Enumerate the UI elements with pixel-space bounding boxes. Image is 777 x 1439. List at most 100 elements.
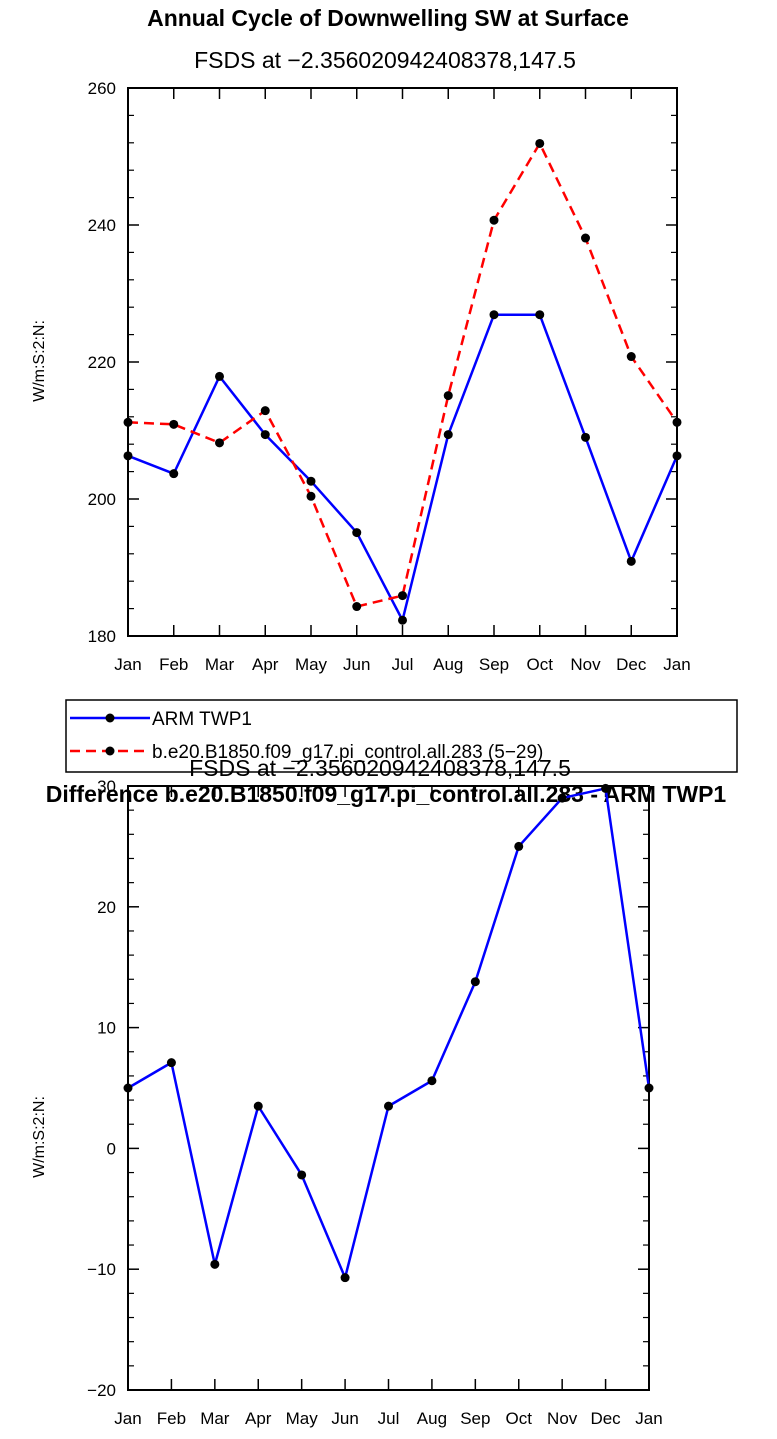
- chart1-series-1-point: [123, 417, 133, 427]
- chart1-series-1-point: [260, 406, 270, 416]
- chart1-y-tick-label: 200: [88, 490, 116, 509]
- chart2-x-tick-label: Jul: [378, 1409, 400, 1428]
- chart1-series-line-1: [127, 142, 679, 608]
- chart2-frame: [127, 785, 650, 1391]
- chart1-x-tick-label: Oct: [527, 655, 554, 674]
- chart2-x-tick-labels: Jan Feb Mar Apr May Jun Jul Aug Sep Oct Nov Dec Jan: [114, 1409, 662, 1428]
- chart1-series-1-point: [626, 352, 636, 362]
- chart1-subtitle: FSDS at −2.356020942408378,147.5: [194, 47, 576, 73]
- chart1-series-1-point: [169, 419, 179, 429]
- chart1-legend: ARM TWP1 b.e20.B1850.f09_g17.pi_control.…: [65, 699, 738, 773]
- chart2-x-tick-label: Mar: [200, 1409, 230, 1428]
- chart1-series-line-0: [127, 313, 679, 622]
- chart2-series-0-point: [253, 1101, 263, 1111]
- chart1-y-tick-label: 180: [88, 627, 116, 646]
- chart2-y-tick-label: 20: [97, 898, 116, 917]
- chart1-series-1-point: [581, 233, 590, 243]
- panel-annual-cycle: Annual Cycle of Downwelling SW at Surfac…: [31, 5, 738, 773]
- chart2-series-0-point: [601, 783, 611, 793]
- chart2-x-tick-label: Apr: [245, 1409, 272, 1428]
- chart2-ylabel: W/m:S:2:N:: [31, 1096, 48, 1178]
- legend-label-model: b.e20.B1850.f09_g17.pi_control.all.283 (…: [152, 742, 543, 763]
- chart2-series-0-point: [340, 1273, 350, 1283]
- chart2-y-tick-label: 0: [107, 1139, 116, 1158]
- chart1-y-tick-label: 260: [88, 79, 116, 98]
- chart1-series-0-point: [352, 528, 362, 538]
- chart2-subtitle: FSDS at −2.356020942408378,147.5: [189, 755, 571, 781]
- chart1-series-0-point: [398, 615, 407, 625]
- chart1-y-tick-labels: 180 200 220 240 260: [88, 79, 116, 646]
- chart2-series-0-point: [166, 1058, 176, 1068]
- chart2-title: Difference b.e20.B1850.f09_g17.pi_contro…: [46, 781, 727, 807]
- chart2-y-tick-label: −10: [87, 1260, 116, 1279]
- chart2-x-tick-label: Jun: [331, 1409, 358, 1428]
- chart1-y-tick-label: 220: [88, 353, 116, 372]
- chart1-series-1-point: [443, 391, 453, 401]
- chart2-y-tick-label: 10: [97, 1019, 116, 1038]
- panel-difference: Difference b.e20.B1850.f09_g17.pi_contro…: [31, 755, 726, 1428]
- chart1-series: [123, 138, 682, 625]
- chart2-x-tick-label: Feb: [157, 1409, 186, 1428]
- chart2-series-0-point: [210, 1259, 220, 1269]
- chart2-x-tick-label: May: [286, 1409, 319, 1428]
- chart1-series-0-point: [260, 430, 270, 440]
- chart1-series-0-point: [306, 476, 316, 486]
- chart1-series-1-point: [215, 438, 224, 448]
- chart2-series-0-point: [644, 1083, 654, 1093]
- chart1-ylabel: W/m:S:2:N:: [31, 320, 48, 402]
- chart1-x-tick-label: Jun: [343, 655, 370, 674]
- chart1-series-0-point: [535, 310, 545, 320]
- legend-box: [65, 699, 738, 773]
- chart1-x-tick-label: Jan: [663, 655, 690, 674]
- chart2-y-tick-label: 30: [97, 777, 116, 796]
- chart1-series-0-point: [169, 469, 179, 479]
- chart1-series-1-point: [306, 491, 316, 501]
- chart2-x-tick-label: Oct: [506, 1409, 533, 1428]
- chart2-series-0-point: [470, 977, 480, 987]
- chart1-x-tick-labels: Jan Feb Mar Apr May Jun Jul Aug Sep Oct Nov Dec Jan: [114, 655, 690, 674]
- chart2-x-tick-label: Nov: [547, 1409, 578, 1428]
- chart1-series-1-point: [672, 417, 682, 427]
- chart1-ticks: [127, 87, 678, 637]
- legend-marker-arm: [105, 713, 115, 723]
- chart1-series-1-point: [352, 602, 362, 612]
- chart1-series-1-point: [398, 591, 407, 601]
- chart2-ticks: [127, 785, 650, 1391]
- chart1-x-tick-label: Aug: [433, 655, 463, 674]
- chart2-series-0-point: [557, 793, 567, 803]
- chart2-x-tick-label: Jan: [114, 1409, 141, 1428]
- chart1-frame: [127, 87, 678, 637]
- chart2-x-tick-label: Sep: [460, 1409, 490, 1428]
- chart1-x-tick-label: Apr: [252, 655, 279, 674]
- chart1-series-0-point: [443, 430, 453, 440]
- chart1-series-0-point: [581, 432, 590, 442]
- chart2-series-0-point: [123, 1083, 133, 1093]
- chart2-series-0-point: [297, 1170, 307, 1180]
- chart2-x-tick-label: Jan: [635, 1409, 662, 1428]
- chart1-series-0-point: [626, 556, 636, 566]
- chart1-series-0-point: [123, 451, 133, 461]
- chart1-series-1-point: [535, 138, 545, 148]
- legend-marker-model: [105, 746, 115, 756]
- chart1-x-tick-label: Nov: [570, 655, 601, 674]
- chart1-x-tick-label: Sep: [479, 655, 509, 674]
- chart1-x-tick-label: Jan: [114, 655, 141, 674]
- chart1-x-tick-label: Dec: [616, 655, 647, 674]
- chart2-x-tick-label: Aug: [417, 1409, 447, 1428]
- chart1-x-tick-label: Mar: [205, 655, 235, 674]
- chart1-x-tick-label: May: [295, 655, 328, 674]
- chart2-series-0-point: [384, 1101, 393, 1111]
- chart2-series: [123, 783, 654, 1283]
- chart1-x-tick-label: Jul: [392, 655, 414, 674]
- chart1-series-0-point: [489, 310, 499, 320]
- legend-label-arm: ARM TWP1: [152, 709, 252, 730]
- chart1-y-tick-label: 240: [88, 216, 116, 235]
- chart1-x-tick-label: Feb: [159, 655, 188, 674]
- chart1-title: Annual Cycle of Downwelling SW at Surfac…: [147, 5, 629, 31]
- chart2-y-tick-label: −20: [87, 1381, 116, 1400]
- chart2-series-0-point: [514, 841, 524, 851]
- chart1-series-0-point: [215, 371, 224, 381]
- chart2-y-tick-labels: −20 −10 0 10 20 30: [87, 777, 116, 1400]
- chart2-series-line-0: [127, 787, 651, 1279]
